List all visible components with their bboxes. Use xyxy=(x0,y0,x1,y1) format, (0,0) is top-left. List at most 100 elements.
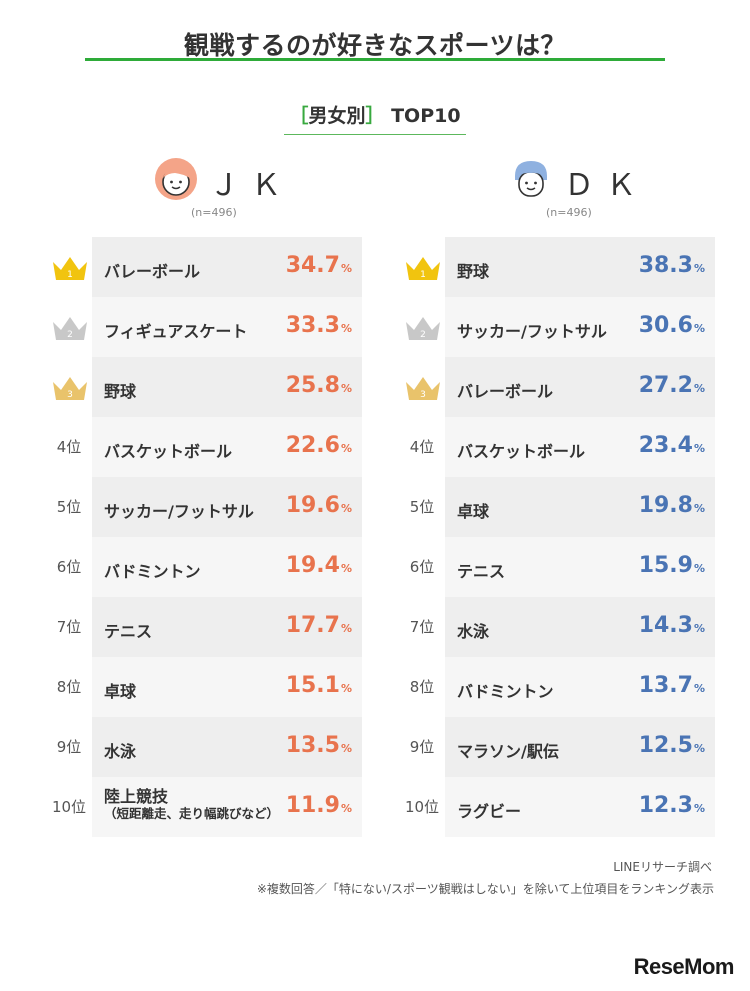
footnote: ※複数回答／「特にない/スポーツ観戦はしない」を除いて上位項目をランキング表示 xyxy=(256,882,714,896)
value-number: 17.7 xyxy=(285,613,340,638)
value-number: 19.6 xyxy=(285,493,340,518)
crown-rank-number: 3 xyxy=(67,390,73,400)
sport-name: バレーボール xyxy=(104,262,201,281)
ranking-row: 7位 テニス 17.7% xyxy=(46,597,381,657)
rank-cell: 5位 xyxy=(46,477,92,537)
ranking-row: 3 野球 25.8% xyxy=(46,357,381,417)
rank-label: 7位 xyxy=(409,618,435,636)
sport-name: 卓球 xyxy=(457,502,490,521)
rank-cell: 3 xyxy=(46,357,92,417)
sport-label: 卓球 xyxy=(457,498,489,522)
sport-label: バドミントン xyxy=(104,558,200,582)
ranking-bar: バスケットボール 22.6% xyxy=(92,417,362,477)
ranking-bar: 水泳 13.5% xyxy=(92,717,362,777)
value-unit: % xyxy=(340,262,352,275)
rank-cell: 3 xyxy=(399,357,445,417)
ranking-bar: フィギュアスケート 33.3% xyxy=(92,297,362,357)
rank-cell: 7位 xyxy=(46,597,92,657)
sport-name: テニス xyxy=(104,622,153,641)
ranking-row: 5位 サッカー/フットサル 19.6% xyxy=(46,477,381,537)
subtitle-underline xyxy=(284,134,466,135)
ranking-bar: 卓球 15.1% xyxy=(92,657,362,717)
rank-label: 10位 xyxy=(51,798,87,816)
value-number: 23.4 xyxy=(638,433,693,458)
crown-icon: 3 xyxy=(406,377,440,400)
source-note: LINEリサーチ調べ xyxy=(613,860,712,874)
value-number: 14.3 xyxy=(638,613,693,638)
rank-cell: 2 xyxy=(46,297,92,357)
sport-label: バスケットボール xyxy=(457,438,585,462)
value-label: 23.4% xyxy=(639,433,705,458)
ranking-row: 4位 バスケットボール 22.6% xyxy=(46,417,381,477)
sport-name: テニス xyxy=(457,562,506,581)
value-number: 30.6 xyxy=(638,313,693,338)
value-unit: % xyxy=(340,742,352,755)
ranking-bar: サッカー/フットサル 30.6% xyxy=(445,297,715,357)
sport-label: バスケットボール xyxy=(104,438,232,462)
sport-label: 水泳 xyxy=(104,738,136,762)
ranking-bar: 水泳 14.3% xyxy=(445,597,715,657)
ranking-bar: バレーボール 34.7% xyxy=(92,237,362,297)
sport-name: バレーボール xyxy=(457,382,554,401)
rank-cell: 10位 xyxy=(399,777,445,837)
value-number: 34.7 xyxy=(285,253,340,278)
ranking-bar: サッカー/フットサル 19.6% xyxy=(92,477,362,537)
value-unit: % xyxy=(340,562,352,575)
rank-cell: 1 xyxy=(399,237,445,297)
crown-rank-number: 1 xyxy=(67,270,73,280)
rank-cell: 5位 xyxy=(399,477,445,537)
rank-label: 5位 xyxy=(409,498,435,516)
value-label: 33.3% xyxy=(286,313,352,338)
rank-cell: 9位 xyxy=(46,717,92,777)
rank-label: 6位 xyxy=(409,558,435,576)
jk-sample-size: (n=496) xyxy=(191,206,237,219)
value-unit: % xyxy=(340,682,352,695)
ranking-bar: 陸上競技 （短距離走、走り幅跳びなど） 11.9% xyxy=(92,777,362,837)
crown-rank-number: 3 xyxy=(420,390,426,400)
sport-name: 野球 xyxy=(104,382,137,401)
value-unit: % xyxy=(693,802,705,815)
sport-note: （短距離走、走り幅跳びなど） xyxy=(104,806,280,821)
rank-label: 6位 xyxy=(56,558,82,576)
value-unit: % xyxy=(340,442,352,455)
value-unit: % xyxy=(340,802,352,815)
value-unit: % xyxy=(340,622,352,635)
sport-label: テニス xyxy=(104,618,152,642)
value-label: 14.3% xyxy=(639,613,705,638)
dk-label: ＤＫ xyxy=(564,168,648,203)
value-unit: % xyxy=(693,382,705,395)
value-number: 33.3 xyxy=(285,313,340,338)
value-unit: % xyxy=(340,502,352,515)
rank-label: 9位 xyxy=(56,738,82,756)
value-number: 15.1 xyxy=(285,673,340,698)
boy-avatar-icon xyxy=(515,161,547,197)
value-unit: % xyxy=(693,622,705,635)
sport-name: フィギュアスケート xyxy=(104,322,248,341)
value-unit: % xyxy=(693,742,705,755)
value-label: 15.1% xyxy=(286,673,352,698)
sport-label: サッカー/フットサル xyxy=(104,498,254,522)
value-number: 19.4 xyxy=(285,553,340,578)
ranking-row: 10位 ラグビー 12.3% xyxy=(399,777,734,837)
ranking-row: 6位 テニス 15.9% xyxy=(399,537,734,597)
ranking-bar: 卓球 19.8% xyxy=(445,477,715,537)
sport-name: 野球 xyxy=(457,262,490,281)
value-label: 17.7% xyxy=(286,613,352,638)
sport-name: サッカー/フットサル xyxy=(104,502,254,521)
subtitle: ［男女別］ TOP10 xyxy=(0,101,750,128)
subtitle-text: 男女別 xyxy=(308,105,366,127)
value-unit: % xyxy=(693,442,705,455)
sport-label: 野球 xyxy=(104,378,136,402)
rank-label: 10位 xyxy=(404,798,440,816)
rank-cell: 1 xyxy=(46,237,92,297)
rank-cell: 8位 xyxy=(46,657,92,717)
rank-cell: 6位 xyxy=(46,537,92,597)
sport-label: ラグビー xyxy=(457,798,521,822)
ranking-row: 5位 卓球 19.8% xyxy=(399,477,734,537)
subtitle-suffix: TOP10 xyxy=(391,105,461,127)
ranking-row: 9位 マラソン/駅伝 12.5% xyxy=(399,717,734,777)
rank-label: 5位 xyxy=(56,498,82,516)
crown-rank-number: 2 xyxy=(420,330,426,340)
rank-label: 9位 xyxy=(409,738,435,756)
value-unit: % xyxy=(693,262,705,275)
